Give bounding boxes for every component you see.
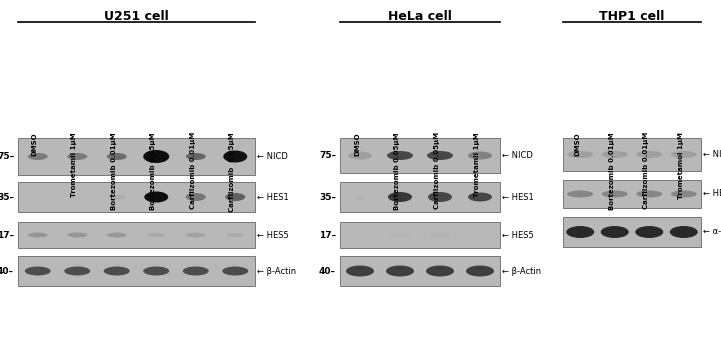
- Ellipse shape: [388, 192, 412, 202]
- Ellipse shape: [355, 194, 365, 200]
- Ellipse shape: [567, 151, 593, 158]
- Text: ← HES5: ← HES5: [257, 231, 288, 239]
- Ellipse shape: [387, 151, 413, 160]
- Ellipse shape: [468, 152, 492, 159]
- Ellipse shape: [186, 153, 205, 160]
- Text: Carfilzomib 0.05μM: Carfilzomib 0.05μM: [434, 132, 440, 209]
- Text: ← NICD: ← NICD: [502, 151, 533, 160]
- Bar: [563, 138, 701, 171]
- Bar: [563, 217, 701, 247]
- Ellipse shape: [147, 233, 165, 237]
- Bar: [340, 222, 500, 248]
- Ellipse shape: [566, 226, 594, 238]
- Bar: [18, 182, 255, 212]
- Bar: [18, 256, 255, 286]
- Ellipse shape: [636, 151, 663, 158]
- Ellipse shape: [567, 190, 593, 198]
- Text: 40–: 40–: [0, 267, 14, 275]
- Ellipse shape: [426, 266, 454, 276]
- Bar: [340, 138, 500, 173]
- Bar: [340, 256, 500, 286]
- Ellipse shape: [428, 192, 452, 202]
- Ellipse shape: [64, 267, 90, 275]
- Text: ← NICD: ← NICD: [703, 150, 721, 159]
- Ellipse shape: [469, 233, 491, 238]
- Text: Bortezomib 0.01μM: Bortezomib 0.01μM: [111, 132, 117, 210]
- Text: DMSO: DMSO: [354, 132, 360, 156]
- Bar: [340, 182, 500, 212]
- Ellipse shape: [389, 233, 411, 238]
- Ellipse shape: [349, 233, 371, 238]
- Text: Bortezomib 0.05μM: Bortezomib 0.05μM: [150, 132, 156, 209]
- Ellipse shape: [670, 226, 698, 238]
- Text: Carfilzomib 0.01μM: Carfilzomib 0.01μM: [643, 132, 649, 209]
- Ellipse shape: [107, 194, 125, 200]
- Text: U251 cell: U251 cell: [104, 10, 169, 23]
- Ellipse shape: [671, 190, 696, 198]
- Ellipse shape: [27, 153, 48, 160]
- Text: 35–: 35–: [0, 192, 14, 202]
- Text: ← HES1: ← HES1: [703, 189, 721, 199]
- Ellipse shape: [348, 152, 372, 159]
- Ellipse shape: [224, 151, 247, 163]
- Text: 35–: 35–: [319, 192, 336, 202]
- Ellipse shape: [386, 266, 414, 276]
- Ellipse shape: [186, 193, 205, 201]
- Text: Trometamil 1μM: Trometamil 1μM: [474, 132, 480, 197]
- Ellipse shape: [27, 233, 48, 238]
- Text: ← β-Actin: ← β-Actin: [257, 267, 296, 275]
- Text: Carfilzomib  0.05μM: Carfilzomib 0.05μM: [229, 132, 235, 211]
- Ellipse shape: [429, 233, 451, 238]
- Ellipse shape: [143, 150, 169, 163]
- Text: Trometamil 1μM: Trometamil 1μM: [71, 132, 77, 197]
- Text: Bortezomib 0.05μM: Bortezomib 0.05μM: [394, 132, 400, 209]
- Text: DMSO: DMSO: [32, 132, 37, 156]
- Ellipse shape: [601, 226, 629, 238]
- Text: 17–: 17–: [0, 231, 14, 239]
- Ellipse shape: [468, 192, 492, 202]
- Text: Bortezomib 0.01μM: Bortezomib 0.01μM: [609, 132, 615, 210]
- Bar: [18, 138, 255, 175]
- Text: 40–: 40–: [319, 267, 336, 275]
- Ellipse shape: [602, 151, 628, 158]
- Text: HeLa cell: HeLa cell: [388, 10, 452, 23]
- Bar: [18, 222, 255, 248]
- Ellipse shape: [225, 193, 245, 201]
- Ellipse shape: [182, 267, 209, 275]
- Text: Trometamol 1μM: Trometamol 1μM: [678, 132, 684, 199]
- Text: ← NICD: ← NICD: [257, 152, 288, 161]
- Ellipse shape: [143, 267, 169, 275]
- Bar: [563, 180, 701, 208]
- Ellipse shape: [671, 151, 696, 158]
- Ellipse shape: [67, 153, 87, 160]
- Ellipse shape: [104, 267, 130, 275]
- Ellipse shape: [222, 267, 248, 275]
- Ellipse shape: [602, 190, 628, 198]
- Ellipse shape: [67, 233, 87, 238]
- Text: ← HES1: ← HES1: [502, 192, 534, 202]
- Ellipse shape: [636, 190, 663, 198]
- Ellipse shape: [25, 267, 50, 275]
- Ellipse shape: [144, 191, 168, 203]
- Text: ← β-Actin: ← β-Actin: [502, 267, 541, 275]
- Ellipse shape: [186, 233, 205, 238]
- Text: ← α-tubulin: ← α-tubulin: [703, 227, 721, 237]
- Text: Carfilzomib 0.01μM: Carfilzomib 0.01μM: [190, 132, 195, 209]
- Ellipse shape: [635, 226, 663, 238]
- Text: THP1 cell: THP1 cell: [599, 10, 665, 23]
- Text: 75–: 75–: [319, 151, 336, 160]
- Ellipse shape: [427, 151, 453, 160]
- Text: 75–: 75–: [0, 152, 14, 161]
- Ellipse shape: [346, 266, 374, 276]
- Text: DMSO: DMSO: [574, 132, 580, 156]
- Text: ← HES5: ← HES5: [502, 231, 534, 239]
- Ellipse shape: [107, 233, 127, 238]
- Text: ← HES1: ← HES1: [257, 192, 288, 202]
- Ellipse shape: [466, 266, 494, 276]
- Ellipse shape: [107, 153, 127, 160]
- Ellipse shape: [226, 233, 244, 237]
- Text: 17–: 17–: [319, 231, 336, 239]
